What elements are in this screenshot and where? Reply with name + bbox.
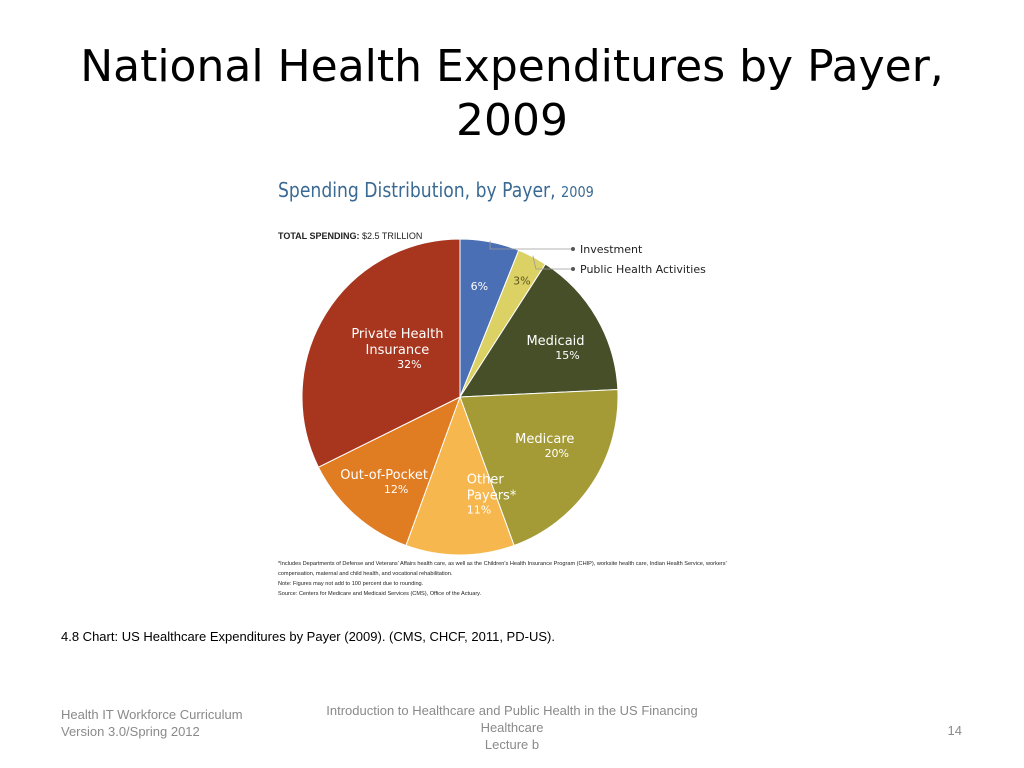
footer-left: Health IT Workforce Curriculum Version 3… <box>61 706 243 740</box>
callout-label-public-health-activities: Public Health Activities <box>580 263 706 276</box>
callout-dot-investment <box>571 247 575 251</box>
slice-medicaid <box>459 263 619 398</box>
note-line: Source: Centers for Medicare and Medicai… <box>278 591 482 597</box>
slice-value-label: 20% <box>545 447 569 460</box>
slice-name-label: Insurance <box>366 343 430 358</box>
slice-private-health-insurance <box>301 238 461 468</box>
chart-title-year: 2009 <box>561 183 594 201</box>
slice-value-label: 6% <box>471 280 488 293</box>
slice-name-label: Payers* <box>467 489 517 504</box>
callout-dot-public-health-activities <box>571 267 575 271</box>
slice-name-label: Private Health <box>351 327 443 342</box>
total-spending-value: $2.5 TRILLION <box>362 231 423 241</box>
slice-value-label: 11% <box>467 504 491 517</box>
slice-name-label: Out-of-Pocket <box>340 468 428 483</box>
slice-name-label: Medicare <box>515 432 574 447</box>
callout-line-public-health-activities <box>532 255 573 270</box>
slice-value-label: 3% <box>513 275 530 288</box>
chart-title-text: Spending Distribution, by Payer, <box>278 178 556 202</box>
footer-center: Introduction to Healthcare and Public He… <box>300 702 724 753</box>
callout-label-investment: Investment <box>580 243 643 256</box>
slice-value-label: 15% <box>555 349 579 362</box>
total-spending-label: TOTAL SPENDING: <box>278 231 360 241</box>
slice-name-label: Other <box>467 473 505 488</box>
note-line: compensation, maternal and child health,… <box>278 571 453 577</box>
slice-out-of-pocket <box>317 395 461 547</box>
slice-other-payers <box>405 395 515 555</box>
note-line: *Includes Departments of Defense and Vet… <box>278 561 727 567</box>
footer-unit: Healthcare <box>480 720 544 735</box>
chart-title: Spending Distribution, by Payer, 2009 <box>278 178 594 202</box>
slice-label-public-health-activities: 3% <box>513 275 530 288</box>
slice-medicare <box>459 388 619 547</box>
footer-curriculum: Health IT Workforce Curriculum <box>61 707 243 722</box>
slice-value-label: 12% <box>384 483 408 496</box>
note-line: Note: Figures may not add to 100 percent… <box>278 581 424 587</box>
total-spending: TOTAL SPENDING: $2.5 TRILLION <box>278 231 422 241</box>
callout-line-investment <box>489 240 573 250</box>
page-number: 14 <box>947 723 962 738</box>
footer-course: Introduction to Healthcare and Public He… <box>326 703 698 718</box>
slice-label-investment: 6% <box>471 280 488 293</box>
slice-name-label: Medicaid <box>526 334 584 349</box>
footer-lecture: Lecture b <box>484 737 540 752</box>
slice-value-label: 32% <box>397 358 421 371</box>
figure-caption: 4.8 Chart: US Healthcare Expenditures by… <box>61 629 555 644</box>
footer-version: Version 3.0/Spring 2012 <box>61 724 200 739</box>
slide-title: National Health Expenditures by Payer, 2… <box>80 41 944 146</box>
chart-notes: *Includes Departments of Defense and Vet… <box>278 559 727 599</box>
